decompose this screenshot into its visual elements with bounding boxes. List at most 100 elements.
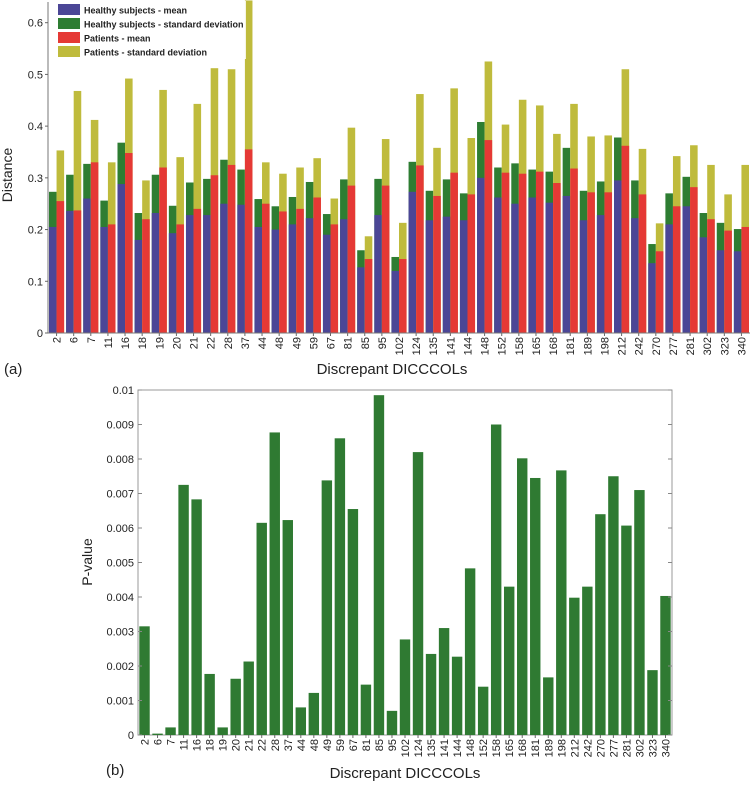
x-tick-label: 18 xyxy=(137,337,149,349)
chart-a: 2 6 7 11 16 18 19 20 21 22 28 37 44 48 49 59 67 81 85 95 102… xyxy=(0,0,750,378)
bar-healthy-mean xyxy=(100,226,108,333)
bar-patients-mean xyxy=(330,224,339,333)
x-tick-label: 152 xyxy=(478,739,490,757)
bar-patients-mean xyxy=(570,168,578,333)
x-tick-label: 21 xyxy=(189,337,201,349)
pvalue-bar xyxy=(582,586,593,735)
y-tick-label: 0.2 xyxy=(28,225,43,237)
x-tick-label: 7 xyxy=(166,739,178,745)
bar-healthy-mean xyxy=(357,267,365,333)
bar-patients-mean xyxy=(364,259,373,333)
x-tick-label: 148 xyxy=(480,337,492,355)
pvalue-bar xyxy=(530,477,541,735)
bar-healthy-mean xyxy=(168,233,177,333)
x-tick-label: 81 xyxy=(343,337,355,349)
y-tick-label: 0.001 xyxy=(106,696,134,708)
bar-patients-mean xyxy=(587,192,595,333)
x-tick-label: 340 xyxy=(736,337,748,355)
bar-healthy-mean xyxy=(579,220,588,333)
pvalue-bar xyxy=(165,727,176,735)
legend-label: Healthy subjects - mean xyxy=(84,6,187,16)
pvalue-bar xyxy=(191,499,202,735)
pvalue-bar xyxy=(373,395,385,735)
pvalue-bar xyxy=(152,733,163,735)
pvalue-bar xyxy=(217,727,228,735)
x-tick-label: 20 xyxy=(171,337,183,349)
x-tick-label: 19 xyxy=(218,739,230,751)
bar-healthy-mean xyxy=(425,220,434,333)
legend-label: Patients - standard deviation xyxy=(84,48,207,58)
x-tick-label: 49 xyxy=(322,739,334,751)
pvalue-bar xyxy=(399,639,411,735)
y-tick-label: 0.6 xyxy=(28,18,43,30)
pvalue-bar xyxy=(569,597,580,735)
x-tick-label: 124 xyxy=(413,739,425,757)
bar-healthy-mean xyxy=(442,216,451,333)
y-tick-label: 0.003 xyxy=(106,627,134,639)
pvalue-bar xyxy=(178,484,189,735)
x-tick-label: 16 xyxy=(192,739,204,751)
pvalue-bar xyxy=(204,673,215,735)
bar-patients-mean xyxy=(621,145,630,333)
chart-b-xlabel: Discrepant DICCCOLs xyxy=(330,765,481,782)
x-tick-label: 124 xyxy=(411,337,423,355)
x-tick-label: 165 xyxy=(504,739,516,757)
y-tick-label: 0.01 xyxy=(113,385,134,397)
y-tick-label: 0.008 xyxy=(106,454,134,466)
chart-b-bars xyxy=(139,395,671,735)
bar-healthy-mean xyxy=(117,184,126,333)
pvalue-bar xyxy=(256,522,267,735)
bar-patients-mean xyxy=(73,210,82,333)
y-tick-label: 0 xyxy=(128,730,134,742)
pvalue-bar xyxy=(608,476,619,735)
x-tick-label: 158 xyxy=(514,337,526,355)
pvalue-bar xyxy=(425,653,437,735)
bar-healthy-mean xyxy=(237,204,245,333)
x-tick-label: 95 xyxy=(387,739,399,751)
y-tick-label: 0.007 xyxy=(106,489,134,501)
x-tick-label: 144 xyxy=(462,337,474,355)
bar-patients-mean xyxy=(450,172,458,333)
x-tick-label: 198 xyxy=(556,739,568,757)
pvalue-bar xyxy=(595,514,606,735)
y-tick-label: 0.006 xyxy=(106,523,134,535)
bar-patients-mean xyxy=(484,140,493,333)
bar-healthy-mean xyxy=(699,237,708,333)
y-tick-label: 0.004 xyxy=(106,592,134,604)
x-tick-label: 135 xyxy=(428,337,440,355)
x-tick-label: 323 xyxy=(647,739,659,757)
pvalue-bar xyxy=(282,520,293,735)
pvalue-bar xyxy=(464,568,476,735)
chart-a-xlabel: Discrepant DICCCOLs xyxy=(317,361,468,378)
bar-healthy-mean xyxy=(391,270,399,333)
x-tick-label: 189 xyxy=(543,739,555,757)
bar-healthy-mean xyxy=(528,197,536,333)
x-tick-label: 168 xyxy=(548,337,560,355)
bar-patients-mean xyxy=(125,153,133,333)
x-tick-label: 21 xyxy=(244,739,256,751)
x-tick-label: 281 xyxy=(685,337,697,355)
x-tick-label: 48 xyxy=(309,739,321,751)
x-tick-label: 28 xyxy=(270,739,282,751)
x-tick-label: 323 xyxy=(719,337,731,355)
legend-swatch xyxy=(58,32,80,43)
x-tick-label: 85 xyxy=(360,337,372,349)
bar-healthy-mean xyxy=(545,202,554,333)
x-tick-label: 302 xyxy=(702,337,714,355)
x-tick-label: 6 xyxy=(69,337,81,343)
pvalue-bar xyxy=(634,490,645,735)
x-tick-label: 59 xyxy=(335,739,347,751)
x-tick-label: 141 xyxy=(445,337,457,355)
x-tick-label: 148 xyxy=(465,739,477,757)
pvalue-bar xyxy=(451,656,463,735)
bar-healthy-mean xyxy=(494,197,502,333)
bar-patients-mean xyxy=(724,230,732,333)
pvalue-bar xyxy=(647,670,658,735)
x-tick-label: 22 xyxy=(257,739,269,751)
pvalue-bar xyxy=(243,661,254,735)
x-tick-label: 85 xyxy=(374,739,386,751)
bar-healthy-mean xyxy=(374,215,382,333)
pvalue-bar xyxy=(360,684,372,735)
bar-healthy-mean xyxy=(477,177,485,333)
legend-swatch xyxy=(58,18,80,29)
